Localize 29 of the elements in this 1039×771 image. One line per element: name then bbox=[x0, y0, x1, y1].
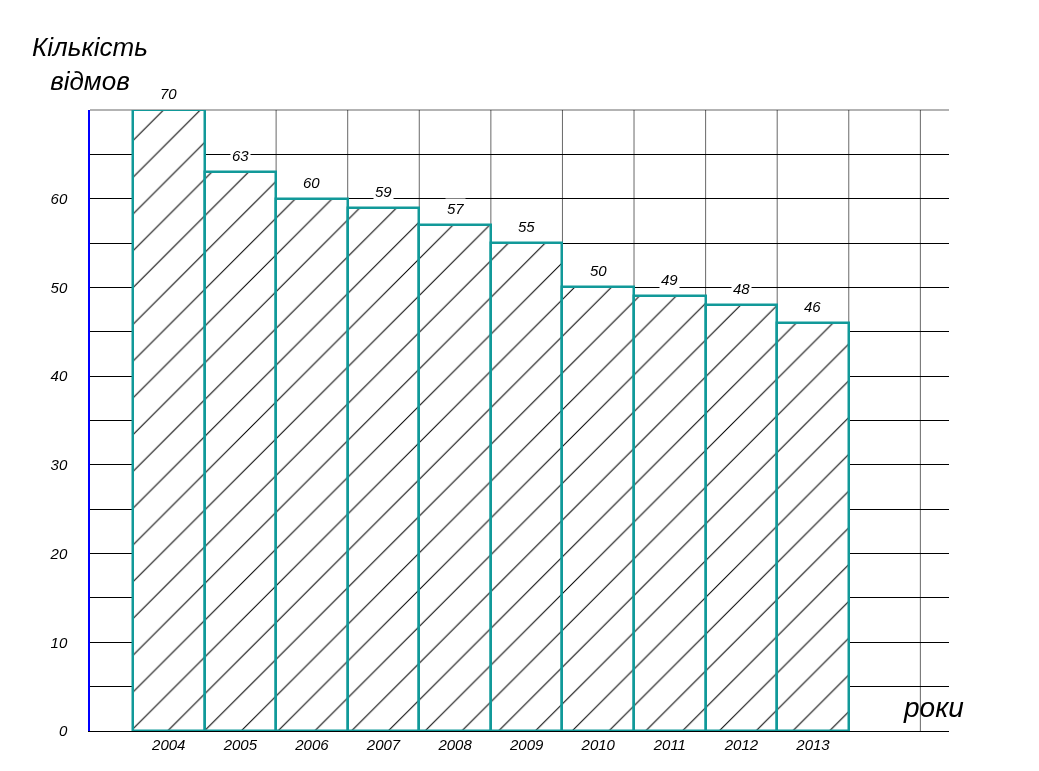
data-label: 48 bbox=[733, 280, 751, 297]
x-tick-label: 2009 bbox=[508, 736, 544, 753]
y-tick-label: 50 bbox=[50, 278, 68, 296]
x-tick-label: 2006 bbox=[294, 736, 330, 753]
data-label: 70 bbox=[160, 85, 178, 102]
x-tick-label: 2010 bbox=[580, 736, 616, 753]
y-axis-title: Кількість відмов bbox=[32, 32, 148, 96]
data-label: 49 bbox=[661, 271, 679, 288]
y-tick-label: 20 bbox=[49, 544, 68, 562]
x-tick-label: 2012 bbox=[723, 736, 759, 753]
data-label: 59 bbox=[375, 183, 393, 200]
y-tick-label: 30 bbox=[50, 456, 68, 474]
x-tick-label: 2011 bbox=[652, 736, 686, 753]
y-tick-label: 0 bbox=[58, 722, 68, 740]
data-label: 50 bbox=[590, 262, 608, 279]
y-tick-label: 40 bbox=[50, 367, 68, 385]
x-tick-label: 2013 bbox=[795, 736, 831, 753]
data-label: 57 bbox=[447, 200, 465, 217]
x-tick-label: 2008 bbox=[437, 736, 473, 753]
data-label: 60 bbox=[303, 174, 321, 191]
data-label: 63 bbox=[232, 147, 250, 164]
x-tick-label: 2007 bbox=[365, 736, 401, 753]
x-axis-title: роки bbox=[903, 692, 965, 723]
data-label: 46 bbox=[804, 298, 822, 315]
y-tick-label: 10 bbox=[50, 633, 68, 651]
x-tick-label: 2004 bbox=[151, 736, 186, 753]
x-tick-label: 2005 bbox=[222, 736, 258, 753]
y-tick-label: 60 bbox=[50, 189, 68, 207]
data-label: 55 bbox=[518, 218, 536, 235]
